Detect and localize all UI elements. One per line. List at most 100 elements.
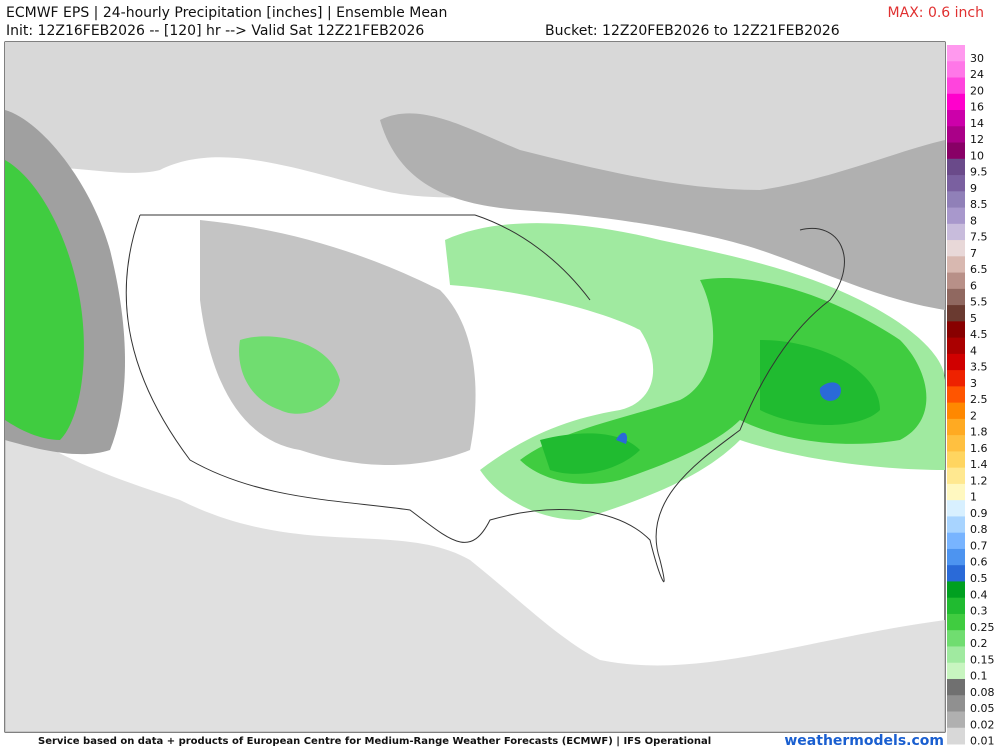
colorbar-label: 0.9 <box>970 507 988 520</box>
colorbar-swatch <box>947 272 965 290</box>
colorbar-label: 0.08 <box>970 686 995 699</box>
colorbar-swatch <box>947 158 965 176</box>
colorbar-swatch <box>947 565 965 582</box>
colorbar-label: 14 <box>970 117 984 130</box>
colorbar-swatch <box>947 500 965 517</box>
colorbar-swatch <box>947 451 965 469</box>
precip-light <box>5 42 945 203</box>
colorbar-swatch <box>947 516 965 534</box>
colorbar-swatch <box>947 126 965 144</box>
colorbar-swatch <box>947 727 965 745</box>
colorbar-label: 0.2 <box>970 637 988 650</box>
colorbar-label: 4 <box>970 344 977 357</box>
colorbar-swatch <box>947 662 965 680</box>
colorbar-label: 0.6 <box>970 556 988 569</box>
colorbar-swatch <box>947 630 965 647</box>
colorbar-swatch <box>947 613 965 631</box>
colorbar-label: 0.01 <box>970 735 995 748</box>
colorbar: 302420161412109.598.587.576.565.554.543.… <box>947 45 995 748</box>
title: ECMWF EPS | 24-hourly Precipitation [inc… <box>6 5 447 21</box>
colorbar-label: 3.5 <box>970 361 988 374</box>
bucket-line: Bucket: 12Z20FEB2026 to 12Z21FEB2026 <box>545 23 840 39</box>
colorbar-swatch <box>947 483 965 501</box>
colorbar-swatch <box>947 77 965 95</box>
colorbar-swatch <box>947 678 965 696</box>
colorbar-swatch <box>947 435 965 452</box>
colorbar-label: 0.4 <box>970 588 988 601</box>
border-outline <box>125 214 845 583</box>
colorbar-swatch <box>947 548 965 566</box>
colorbar-label: 1 <box>970 491 977 504</box>
colorbar-swatch <box>947 467 965 485</box>
colorbar-swatch <box>947 402 965 420</box>
colorbar-swatch <box>947 256 965 274</box>
colorbar-label: 0.5 <box>970 572 988 585</box>
colorbar-label: 5.5 <box>970 296 988 309</box>
precip-pacific-green <box>5 160 84 440</box>
colorbar-label: 5 <box>970 312 977 325</box>
colorbar-swatch <box>947 240 965 257</box>
colorbar-label: 6.5 <box>970 263 988 276</box>
colorbar-swatch <box>947 207 965 225</box>
colorbar-swatch <box>947 581 965 599</box>
colorbar-swatch <box>947 110 965 127</box>
precip-band <box>380 113 945 310</box>
colorbar-swatch <box>947 695 965 712</box>
colorbar-label: 20 <box>970 84 984 97</box>
map <box>4 41 946 733</box>
colorbar-label: 1.8 <box>970 426 988 439</box>
precip-rockies <box>239 336 340 414</box>
colorbar-label: 0.7 <box>970 539 988 552</box>
colorbar-label: 0.05 <box>970 702 995 715</box>
colorbar-label: 0.1 <box>970 670 988 683</box>
colorbar-swatch <box>947 418 965 436</box>
colorbar-swatch <box>947 45 965 62</box>
colorbar-label: 8.5 <box>970 198 988 211</box>
colorbar-swatch <box>947 223 965 241</box>
colorbar-swatch <box>947 646 965 664</box>
precip-medium <box>520 278 927 484</box>
colorbar-label: 3 <box>970 377 977 390</box>
colorbar-label: 8 <box>970 214 977 227</box>
colorbar-label: 24 <box>970 68 984 81</box>
colorbar-label: 0.8 <box>970 523 988 536</box>
colorbar-label: 4.5 <box>970 328 988 341</box>
colorbar-label: 6 <box>970 279 977 292</box>
colorbar-label: 2.5 <box>970 393 988 406</box>
colorbar-label: 10 <box>970 149 984 162</box>
colorbar-swatch <box>947 142 965 160</box>
colorbar-label: 7 <box>970 247 977 260</box>
site-link: weathermodels.com <box>784 733 944 749</box>
colorbar-label: 7.5 <box>970 231 988 244</box>
colorbar-label: 9.5 <box>970 166 988 179</box>
colorbar-label: 1.2 <box>970 474 988 487</box>
max-label: MAX: 0.6 inch <box>888 5 984 21</box>
colorbar-label: 9 <box>970 182 977 195</box>
colorbar-label: 2 <box>970 409 977 422</box>
colorbar-label: 0.15 <box>970 653 995 666</box>
colorbar-swatch <box>947 321 965 339</box>
colorbar-label: 16 <box>970 101 984 114</box>
colorbar-swatch <box>947 288 965 306</box>
colorbar-swatch <box>947 191 965 209</box>
colorbar-swatch <box>947 597 965 615</box>
colorbar-swatch <box>947 711 965 729</box>
colorbar-label: 0.3 <box>970 605 988 618</box>
init-line: Init: 12Z16FEB2026 -- [120] hr --> Valid… <box>6 23 424 39</box>
colorbar-swatch <box>947 386 965 404</box>
colorbar-label: 1.4 <box>970 458 988 471</box>
colorbar-swatch <box>947 61 965 79</box>
colorbar-label: 30 <box>970 52 984 65</box>
colorbar-label: 12 <box>970 133 984 146</box>
colorbar-swatch <box>947 175 965 192</box>
colorbar-label: 0.25 <box>970 621 995 634</box>
credit: Service based on data + products of Euro… <box>38 736 711 747</box>
precip-light <box>5 420 945 732</box>
colorbar-swatch <box>947 93 965 111</box>
colorbar-swatch <box>947 353 965 371</box>
colorbar-swatch <box>947 337 965 355</box>
colorbar-label: 1.6 <box>970 442 988 455</box>
colorbar-swatch <box>947 370 965 387</box>
